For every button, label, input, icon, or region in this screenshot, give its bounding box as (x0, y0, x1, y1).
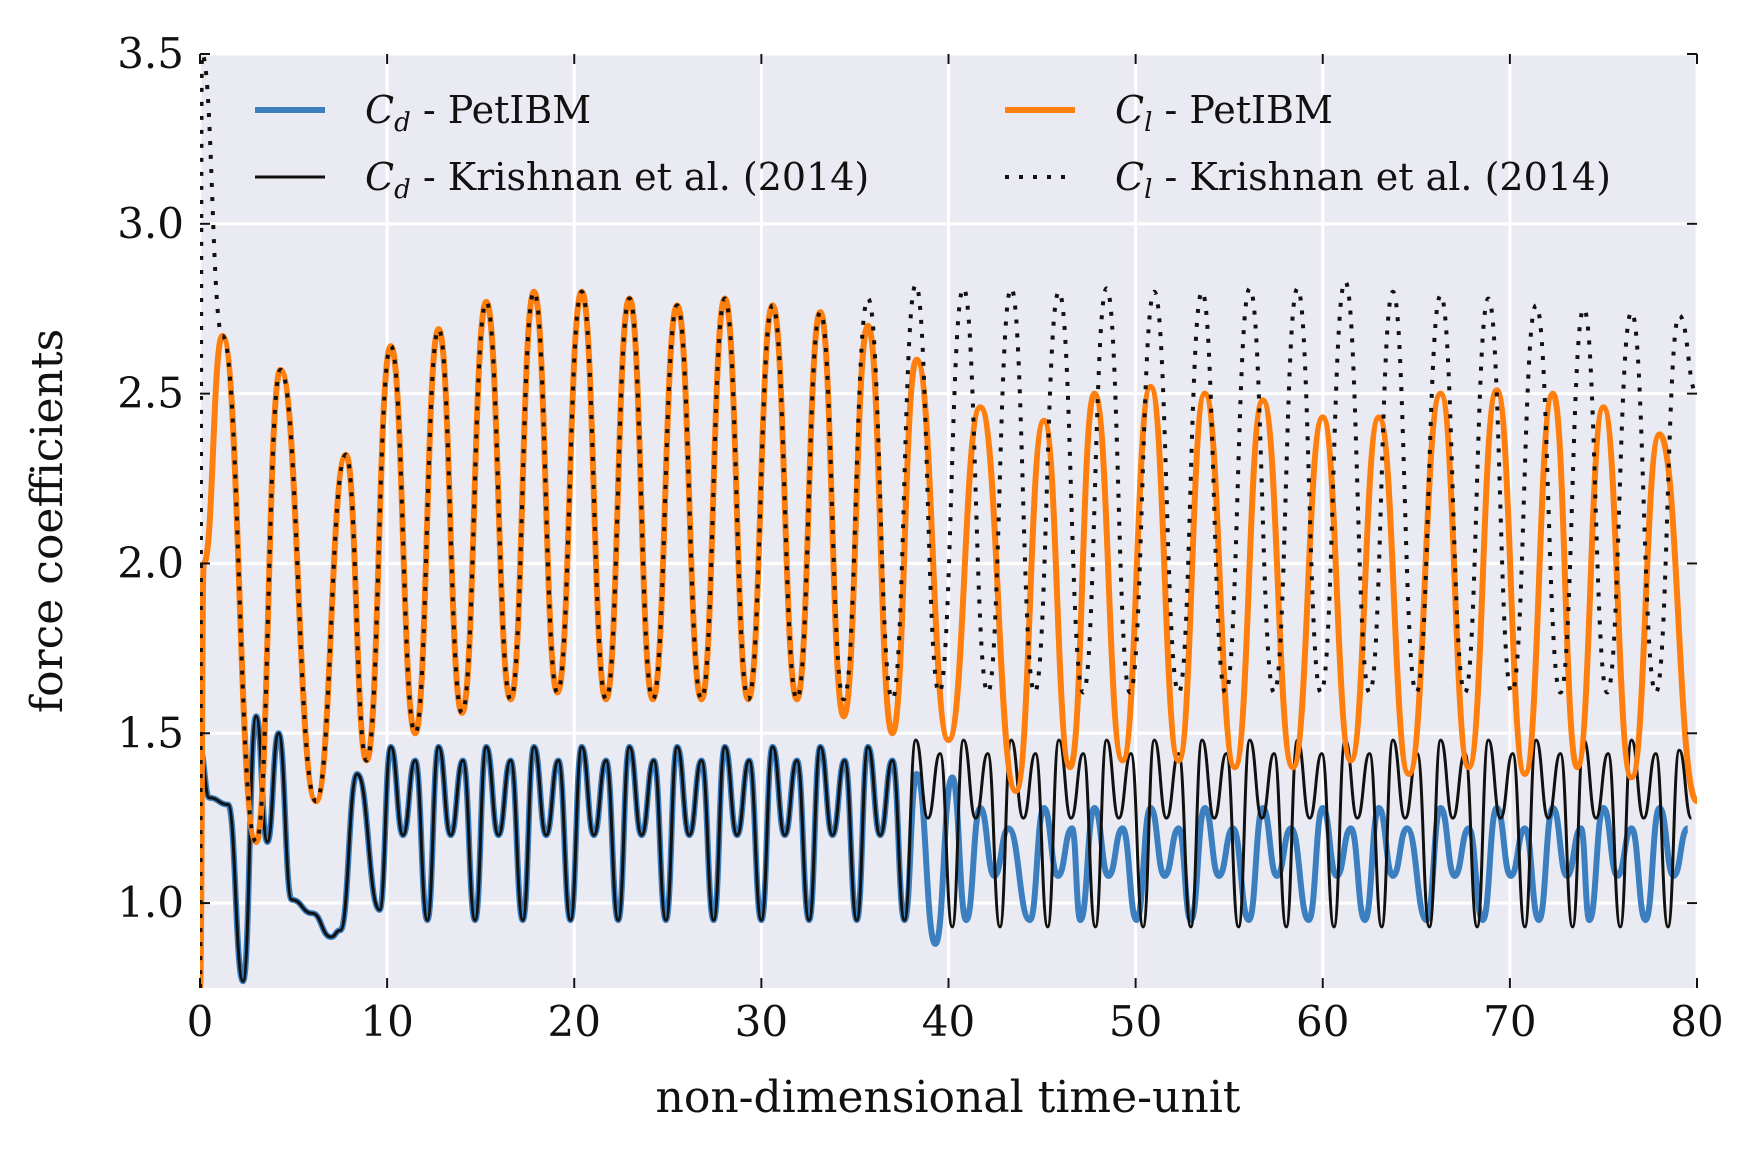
legend-label: Cl - PetIBM (1115, 88, 1333, 138)
legend-label: Cd - Krishnan et al. (2014) (365, 155, 869, 205)
x-tick-label: 10 (360, 997, 413, 1046)
y-tick-label: 1.5 (117, 708, 184, 757)
x-tick-label: 20 (548, 997, 601, 1046)
y-tick-label: 1.0 (117, 878, 184, 927)
legend-label: Cl - Krishnan et al. (2014) (1115, 155, 1611, 205)
y-tick-label: 2.5 (117, 369, 184, 418)
line-series (200, 288, 1697, 988)
x-tick-label: 70 (1483, 997, 1536, 1046)
x-tick-label: 0 (187, 997, 214, 1046)
y-tick-label: 3.0 (117, 199, 184, 248)
x-tick-label: 80 (1670, 997, 1723, 1046)
x-axis-label: non-dimensional time-unit (656, 1072, 1241, 1123)
x-tick-label: 50 (1109, 997, 1162, 1046)
y-tick-label: 2.0 (117, 538, 184, 587)
y-tick-label: 3.5 (117, 29, 184, 78)
ticks: 0 10 20 30 40 50 60 70 80 1.0 1.5 2.0 2.5 3.0 3.5 (117, 29, 1724, 1046)
lines (200, 54, 1697, 988)
x-tick-label: 40 (922, 997, 975, 1046)
line-series (200, 714, 1693, 983)
x-tick-label: 30 (735, 997, 788, 1046)
legend: Cd - PetIBM Cd - Krishnan et al. (2014) Cl… (255, 88, 1611, 205)
x-tick-label: 60 (1296, 997, 1349, 1046)
legend-label: Cd - PetIBM (365, 88, 591, 138)
y-axis-label: force coefficients (22, 329, 73, 713)
